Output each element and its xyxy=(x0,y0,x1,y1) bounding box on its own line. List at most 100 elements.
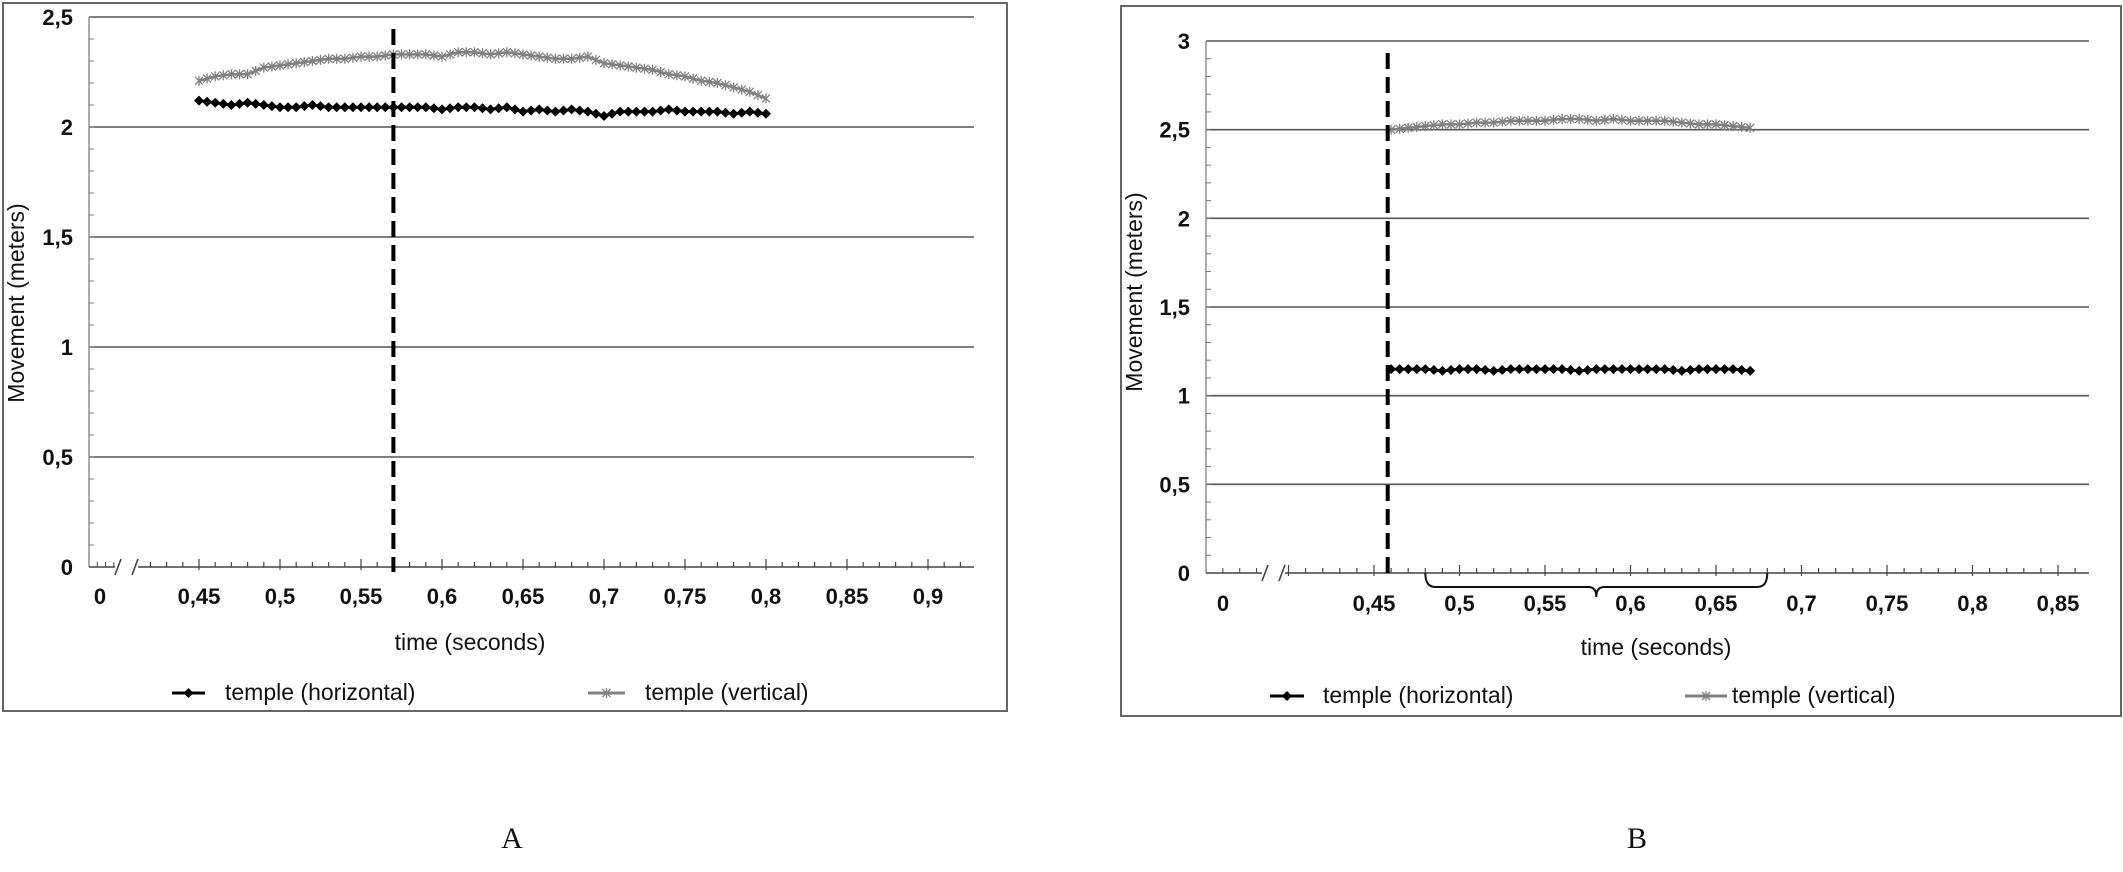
axis-break-mark xyxy=(1261,564,1269,582)
y-tick-label: 1,5 xyxy=(1159,295,1190,320)
data-point xyxy=(1634,115,1644,126)
y-tick-label: 2,5 xyxy=(1159,118,1190,143)
data-point xyxy=(744,106,755,117)
data-point xyxy=(405,49,415,60)
x-tick-label: 0 xyxy=(94,584,106,609)
data-point xyxy=(655,105,666,116)
chart-panel-b: 0 0,5 1 1,5 2 2,5 3 0 0,45 0,5 0,55 0,6 0,65 0,7 0,75 0… xyxy=(1120,5,2122,717)
data-point xyxy=(1523,115,1533,126)
legend-label: temple (horizontal) xyxy=(1323,682,1513,708)
y-tick-label: 0 xyxy=(1178,561,1190,586)
data-point xyxy=(1745,122,1755,133)
data-point xyxy=(1676,365,1687,376)
data-point xyxy=(299,57,309,68)
data-point xyxy=(1549,114,1559,125)
data-point xyxy=(364,102,375,113)
data-point xyxy=(1583,114,1593,125)
y-tick-label: 2,5 xyxy=(42,5,73,30)
data-point xyxy=(1591,364,1602,375)
data-point xyxy=(567,53,577,64)
y-tick-label: 0,5 xyxy=(1159,472,1190,497)
x-tick-label: 0,45 xyxy=(1353,591,1396,616)
data-point xyxy=(1651,115,1661,126)
data-point xyxy=(413,49,423,60)
x-tick-label: 0,45 xyxy=(178,584,221,609)
data-point xyxy=(1463,118,1473,129)
data-point xyxy=(420,102,431,113)
data-point xyxy=(582,106,593,117)
data-point xyxy=(1693,364,1704,375)
data-point xyxy=(397,49,406,60)
data-point xyxy=(1720,120,1730,131)
axis-break-mark xyxy=(1278,564,1286,582)
data-point xyxy=(494,48,504,59)
data-point xyxy=(1702,119,1712,130)
data-point xyxy=(590,108,601,119)
data-point xyxy=(1616,364,1627,375)
data-point xyxy=(1677,117,1687,128)
data-point xyxy=(1471,364,1482,375)
data-point xyxy=(1574,114,1584,125)
data-point xyxy=(1472,117,1482,128)
y-tick-label: 1 xyxy=(1178,384,1190,409)
data-point xyxy=(761,93,771,104)
data-point xyxy=(1737,122,1747,133)
data-point xyxy=(752,107,763,118)
data-point xyxy=(1728,121,1738,132)
x-tick-label: 0,8 xyxy=(1957,591,1988,616)
y-tick-label: 1,5 xyxy=(42,225,73,250)
data-point xyxy=(1566,114,1576,125)
data-point xyxy=(599,58,609,69)
data-point xyxy=(1437,119,1447,130)
data-point xyxy=(469,47,479,58)
y-tick-label: 1 xyxy=(61,335,73,360)
data-point xyxy=(404,102,415,113)
data-point xyxy=(736,107,747,118)
data-point xyxy=(664,69,674,80)
data-point xyxy=(469,102,480,113)
data-point xyxy=(323,102,334,113)
data-point xyxy=(510,48,520,59)
data-point xyxy=(1506,115,1516,126)
data-point xyxy=(283,102,294,113)
data-point xyxy=(753,90,763,101)
data-point xyxy=(486,49,496,60)
data-point xyxy=(1514,364,1525,375)
data-point xyxy=(258,100,269,110)
data-point xyxy=(1668,364,1679,375)
data-point xyxy=(218,98,229,109)
data-point xyxy=(242,97,253,108)
data-point xyxy=(1463,364,1474,375)
data-point xyxy=(307,100,318,110)
legend-label: temple (horizontal) xyxy=(225,679,415,705)
legend-asterisk-icon xyxy=(1701,691,1711,701)
data-point xyxy=(1540,364,1550,375)
data-point xyxy=(1711,119,1721,130)
panel-label-b: B xyxy=(1627,822,1647,855)
data-point xyxy=(656,67,666,77)
data-point xyxy=(518,49,528,60)
data-point xyxy=(251,65,261,76)
data-point xyxy=(1685,364,1696,375)
data-point xyxy=(1480,364,1491,375)
y-tick-label: 3 xyxy=(1178,29,1190,54)
data-point xyxy=(1428,364,1439,375)
series-temple-vertical xyxy=(194,47,771,104)
data-point xyxy=(1489,117,1499,128)
data-point xyxy=(307,56,317,66)
data-point xyxy=(712,106,723,117)
data-point xyxy=(283,59,293,70)
data-point xyxy=(348,52,358,63)
data-point xyxy=(453,47,463,58)
data-point xyxy=(542,105,553,116)
data-point xyxy=(1668,116,1678,127)
data-point xyxy=(704,76,714,87)
data-point xyxy=(574,105,585,116)
data-point xyxy=(340,53,350,64)
data-point xyxy=(640,63,649,74)
data-point xyxy=(445,103,456,114)
data-point xyxy=(1557,364,1568,375)
data-point xyxy=(1480,117,1490,128)
legend-diamond-icon xyxy=(183,688,194,698)
data-point xyxy=(1497,116,1507,127)
